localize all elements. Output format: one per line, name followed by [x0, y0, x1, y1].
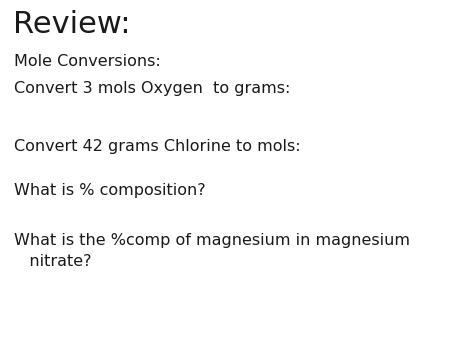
Text: Convert 3 mols Oxygen  to grams:: Convert 3 mols Oxygen to grams: — [14, 81, 290, 96]
Text: What is % composition?: What is % composition? — [14, 183, 205, 197]
Text: Review:: Review: — [14, 10, 131, 39]
Text: What is the %comp of magnesium in magnesium
   nitrate?: What is the %comp of magnesium in magnes… — [14, 233, 410, 269]
Text: Convert 42 grams Chlorine to mols:: Convert 42 grams Chlorine to mols: — [14, 139, 300, 153]
Text: Mole Conversions:: Mole Conversions: — [14, 54, 160, 69]
